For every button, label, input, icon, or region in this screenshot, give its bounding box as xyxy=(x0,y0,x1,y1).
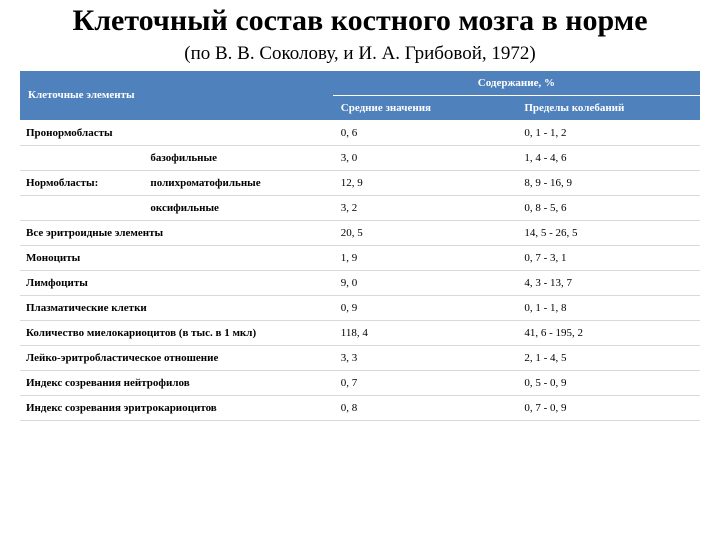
cell-range: 41, 6 - 195, 2 xyxy=(516,320,700,345)
cell-sublabel: полихроматофильные xyxy=(142,170,332,195)
cell-mean: 3, 2 xyxy=(333,195,517,220)
cell-range: 0, 7 - 3, 1 xyxy=(516,245,700,270)
cell-label: Индекс созревания эритрокариоцитов xyxy=(20,395,333,420)
table-row: Индекс созревания эритрокариоцитов 0, 8 … xyxy=(20,395,700,420)
cell-mean: 12, 9 xyxy=(333,170,517,195)
cell-sublabel: базофильные xyxy=(142,145,332,170)
table-row: Количество миелокариоцитов (в тыс. в 1 м… xyxy=(20,320,700,345)
table-row: Индекс созревания нейтрофилов 0, 7 0, 5 … xyxy=(20,370,700,395)
cell-label: Лимфоциты xyxy=(20,270,333,295)
cell-mean: 3, 3 xyxy=(333,345,517,370)
table-row: оксифильные 3, 2 0, 8 - 5, 6 xyxy=(20,195,700,220)
cell-mean: 0, 9 xyxy=(333,295,517,320)
table-row: Лимфоциты 9, 0 4, 3 - 13, 7 xyxy=(20,270,700,295)
cell-range: 0, 8 - 5, 6 xyxy=(516,195,700,220)
cell-mean: 0, 7 xyxy=(333,370,517,395)
cell-label: Количество миелокариоцитов (в тыс. в 1 м… xyxy=(20,320,333,345)
cell-mean: 0, 6 xyxy=(333,120,517,145)
cell-label xyxy=(20,195,142,220)
bone-marrow-table: Клеточные элементы Содержание, % Средние… xyxy=(20,71,700,421)
table-body: Пронормобласты 0, 6 0, 1 - 1, 2 базофиль… xyxy=(20,120,700,420)
table-row: базофильные 3, 0 1, 4 - 4, 6 xyxy=(20,145,700,170)
cell-range: 4, 3 - 13, 7 xyxy=(516,270,700,295)
cell-mean: 20, 5 xyxy=(333,220,517,245)
cell-range: 0, 1 - 1, 2 xyxy=(516,120,700,145)
cell-label: Индекс созревания нейтрофилов xyxy=(20,370,333,395)
cell-range: 0, 5 - 0, 9 xyxy=(516,370,700,395)
cell-label xyxy=(20,145,142,170)
table-row: Лейко-эритробластическое отношение 3, 3 … xyxy=(20,345,700,370)
table-row: Моноциты 1, 9 0, 7 - 3, 1 xyxy=(20,245,700,270)
subtitle: (по В. В. Соколову, и И. А. Грибовой, 19… xyxy=(20,43,700,65)
table-row: Пронормобласты 0, 6 0, 1 - 1, 2 xyxy=(20,120,700,145)
table-row: Все эритроидные элементы 20, 5 14, 5 - 2… xyxy=(20,220,700,245)
page-title: Клеточный состав костного мозга в норме xyxy=(20,4,700,39)
cell-range: 14, 5 - 26, 5 xyxy=(516,220,700,245)
cell-label: Плазматические клетки xyxy=(20,295,333,320)
col-mean: Средние значения xyxy=(333,95,517,120)
cell-mean: 118, 4 xyxy=(333,320,517,345)
cell-sublabel: оксифильные xyxy=(142,195,332,220)
cell-label: Пронормобласты xyxy=(20,120,333,145)
cell-label: Все эритроидные элементы xyxy=(20,220,333,245)
table-header: Клеточные элементы Содержание, % Средние… xyxy=(20,71,700,121)
col-group-content: Содержание, % xyxy=(333,71,700,96)
table-row: Нормобласты: полихроматофильные 12, 9 8,… xyxy=(20,170,700,195)
cell-label: Моноциты xyxy=(20,245,333,270)
cell-range: 1, 4 - 4, 6 xyxy=(516,145,700,170)
cell-range: 0, 1 - 1, 8 xyxy=(516,295,700,320)
col-elements: Клеточные элементы xyxy=(20,71,333,121)
cell-label: Лейко-эритробластическое отношение xyxy=(20,345,333,370)
slide: Клеточный состав костного мозга в норме … xyxy=(0,0,720,540)
cell-mean: 3, 0 xyxy=(333,145,517,170)
col-range: Пределы колебаний xyxy=(516,95,700,120)
cell-mean: 9, 0 xyxy=(333,270,517,295)
cell-label: Нормобласты: xyxy=(20,170,142,195)
table-row: Плазматические клетки 0, 9 0, 1 - 1, 8 xyxy=(20,295,700,320)
cell-range: 2, 1 - 4, 5 xyxy=(516,345,700,370)
cell-range: 8, 9 - 16, 9 xyxy=(516,170,700,195)
cell-mean: 1, 9 xyxy=(333,245,517,270)
cell-range: 0, 7 - 0, 9 xyxy=(516,395,700,420)
cell-mean: 0, 8 xyxy=(333,395,517,420)
